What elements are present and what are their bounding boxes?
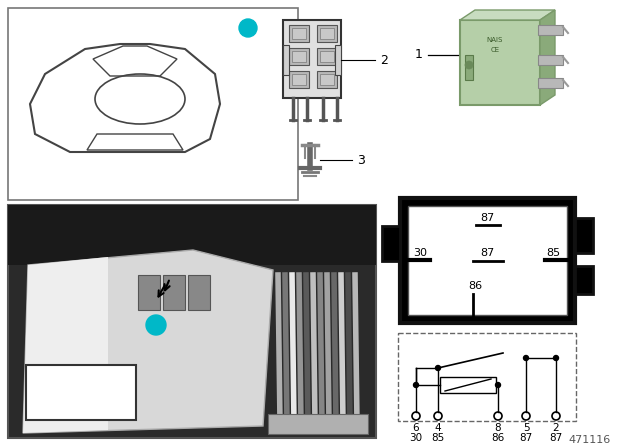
Bar <box>538 55 563 65</box>
Polygon shape <box>23 257 108 433</box>
Text: 87: 87 <box>481 213 495 223</box>
Text: 3: 3 <box>357 154 365 167</box>
Polygon shape <box>460 10 555 20</box>
Bar <box>292 28 306 39</box>
Bar <box>335 45 341 75</box>
Text: 8: 8 <box>495 423 501 433</box>
Bar <box>317 71 337 88</box>
Text: 5: 5 <box>523 423 529 433</box>
Circle shape <box>554 356 559 361</box>
Bar <box>398 333 576 421</box>
Bar <box>408 206 567 315</box>
Bar <box>317 48 337 65</box>
Bar <box>382 226 400 261</box>
Bar <box>289 25 309 42</box>
Text: 87: 87 <box>549 433 563 443</box>
Text: 86: 86 <box>468 281 483 291</box>
Bar <box>268 414 368 434</box>
Bar <box>283 45 289 75</box>
Bar <box>317 25 337 42</box>
Bar <box>8 8 298 200</box>
Bar <box>188 275 210 310</box>
Circle shape <box>495 383 500 388</box>
Text: K120: K120 <box>55 379 107 397</box>
Bar <box>320 74 334 85</box>
Bar <box>538 78 563 88</box>
Bar <box>26 365 136 420</box>
Bar <box>289 48 309 65</box>
Text: 87: 87 <box>481 248 495 258</box>
Bar <box>575 266 593 294</box>
Text: 6: 6 <box>413 423 419 433</box>
Bar <box>292 51 306 62</box>
Text: CE: CE <box>490 47 500 53</box>
Bar <box>292 74 306 85</box>
Bar <box>283 20 341 98</box>
Bar <box>163 275 185 310</box>
Bar <box>465 55 473 80</box>
Text: 87: 87 <box>520 433 532 443</box>
Text: 85: 85 <box>431 433 445 443</box>
Text: 1: 1 <box>244 23 252 33</box>
Bar <box>8 205 376 438</box>
Bar <box>289 71 309 88</box>
Bar <box>538 25 563 35</box>
Bar <box>400 198 575 323</box>
Circle shape <box>239 19 257 37</box>
Bar <box>8 205 376 265</box>
Bar <box>460 20 540 105</box>
Text: 86: 86 <box>492 433 504 443</box>
Circle shape <box>524 356 529 361</box>
Circle shape <box>435 366 440 370</box>
Text: 2: 2 <box>380 53 388 66</box>
Bar <box>320 28 334 39</box>
Bar <box>575 218 593 253</box>
Bar <box>440 377 496 393</box>
Text: 003045: 003045 <box>297 419 339 429</box>
Text: 4: 4 <box>435 423 442 433</box>
Text: 1: 1 <box>152 320 159 330</box>
Text: NAIS: NAIS <box>487 37 503 43</box>
Circle shape <box>413 383 419 388</box>
Text: 85: 85 <box>546 248 560 258</box>
Polygon shape <box>23 250 273 433</box>
Text: X1578: X1578 <box>49 398 113 416</box>
Text: 30: 30 <box>410 433 422 443</box>
Bar <box>320 51 334 62</box>
Bar <box>138 275 160 310</box>
Text: 2: 2 <box>553 423 559 433</box>
Text: 471116: 471116 <box>569 435 611 445</box>
Polygon shape <box>540 10 555 105</box>
Circle shape <box>146 315 166 335</box>
Text: 1: 1 <box>415 48 423 61</box>
Text: 30: 30 <box>413 248 427 258</box>
Circle shape <box>465 61 473 69</box>
